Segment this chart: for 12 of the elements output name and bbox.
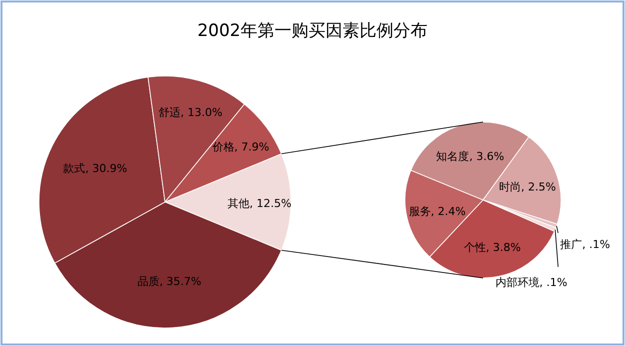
slice-label: 其他, 12.5% (228, 197, 292, 210)
chart-title: 2002年第一购买因素比例分布 (197, 21, 428, 41)
slice-label: 款式, 30.9% (63, 162, 128, 175)
slice-label: 个性, 3.8% (464, 240, 521, 254)
slice-label: 时尚, 2.5% (499, 180, 556, 194)
slice-label: 知名度, 3.6% (436, 150, 504, 163)
slice-label: 品质, 35.7% (137, 274, 202, 288)
slice-label: 推广, .1% (560, 238, 610, 251)
slice-label: 舒适, 13.0% (158, 106, 222, 120)
slice-label: 服务, 2.4% (408, 204, 466, 218)
slice-label: 内部环境, .1% (495, 276, 568, 289)
slice-label: 价格, 7.9% (211, 140, 270, 154)
